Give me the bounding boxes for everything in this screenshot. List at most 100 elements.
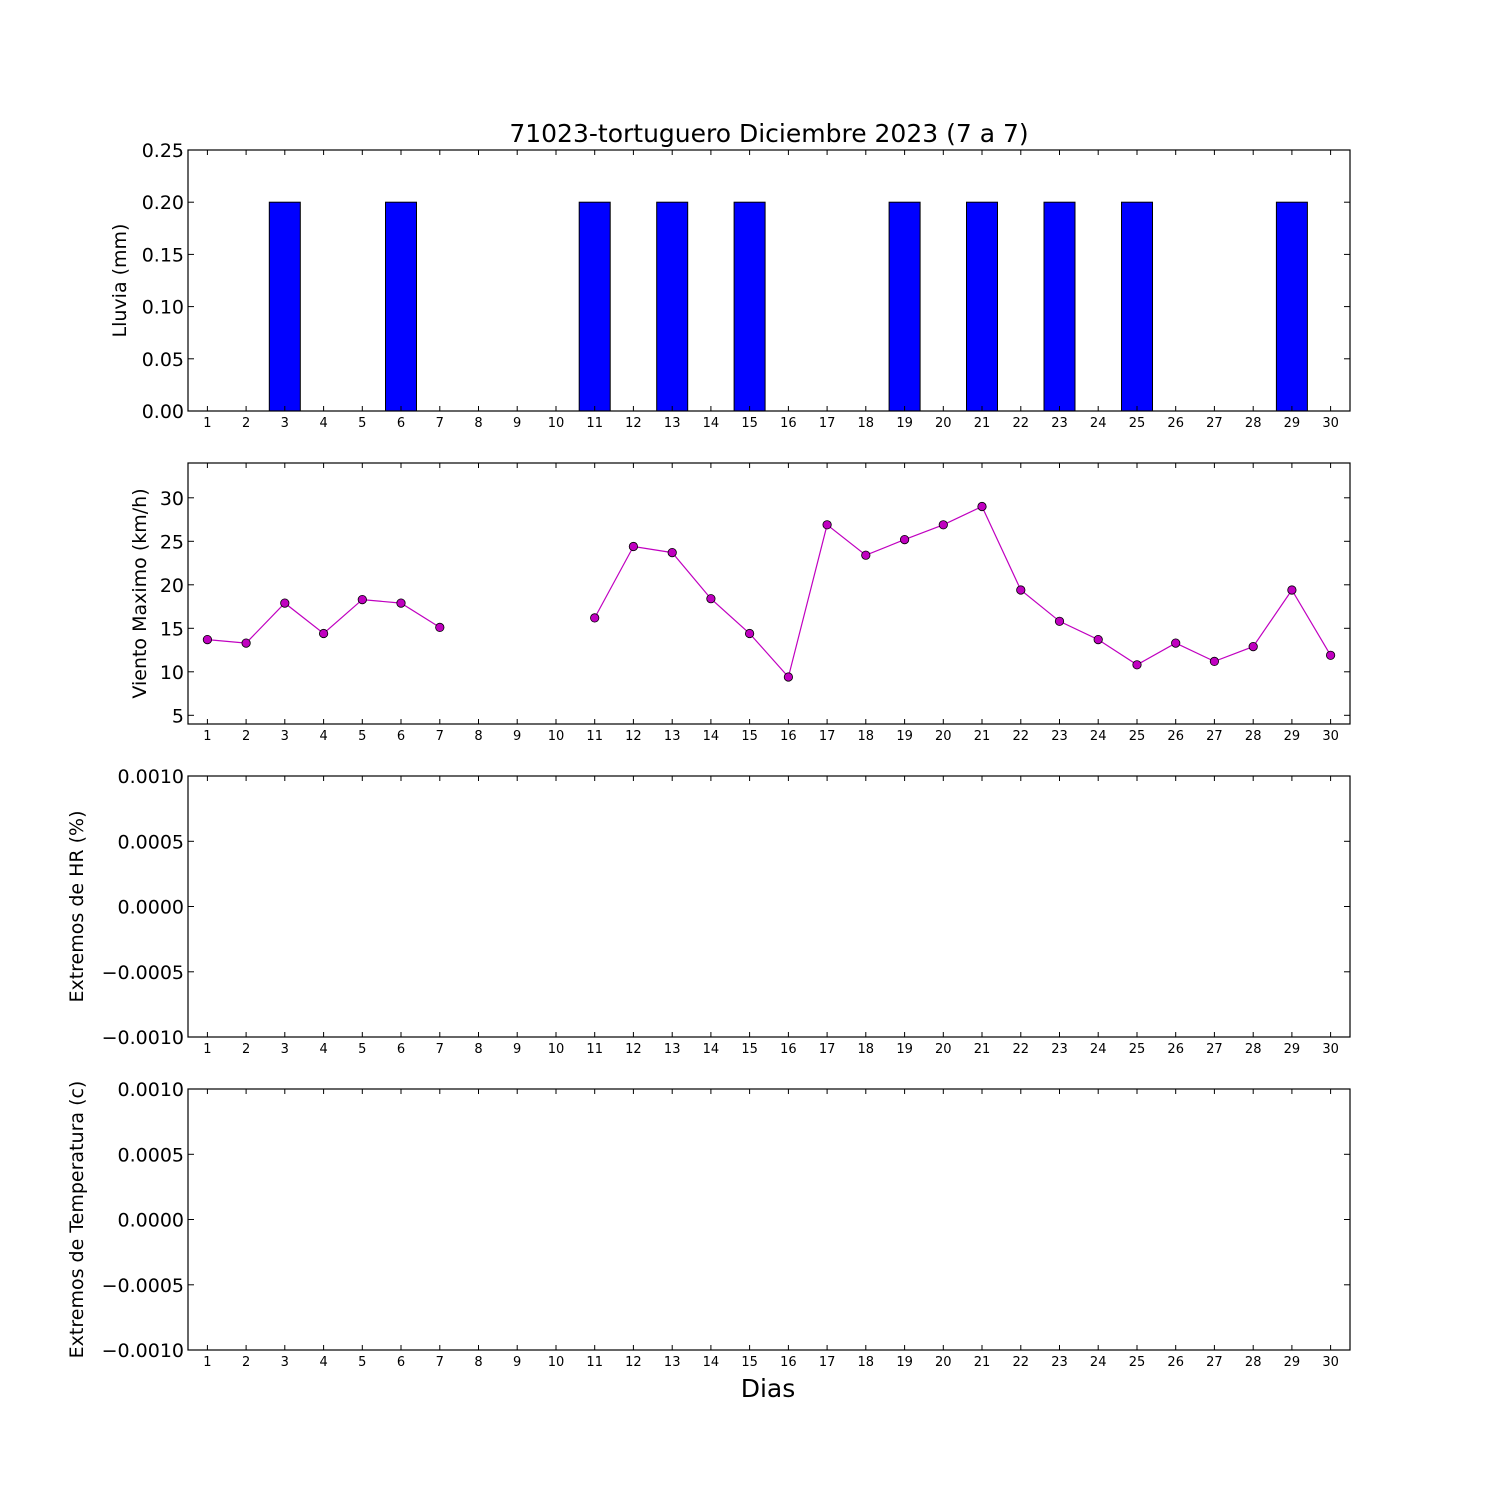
x-tick-label: 20 — [935, 1355, 952, 1370]
x-tick-label: 10 — [548, 1042, 565, 1057]
x-tick-label: 16 — [780, 416, 797, 431]
x-tick-label: 28 — [1245, 1355, 1262, 1370]
bar-day-11 — [578, 201, 611, 412]
x-tick-label: 14 — [703, 729, 720, 744]
plot-frame — [187, 462, 1351, 725]
y-tick-label: −0.0005 — [102, 962, 184, 984]
x-tick-label: 7 — [436, 729, 444, 744]
y-tick-label: 0.00 — [142, 401, 184, 423]
x-tick-label: 14 — [703, 1355, 720, 1370]
x-tick-label: 24 — [1090, 1042, 1107, 1057]
x-axis-label: Dias — [741, 1374, 796, 1403]
x-tick-label: 3 — [281, 1355, 289, 1370]
point-day-21 — [977, 501, 987, 512]
point-day-6 — [396, 598, 406, 608]
point-day-22 — [1016, 585, 1026, 595]
x-tick-label: 12 — [625, 729, 642, 744]
point-day-25 — [1132, 660, 1142, 670]
point-day-27 — [1209, 656, 1220, 667]
x-tick-label: 30 — [1322, 416, 1339, 431]
x-tick-label: 9 — [513, 416, 521, 431]
x-tick-label: 29 — [1284, 729, 1301, 744]
x-tick-label: 3 — [281, 1042, 289, 1057]
x-tick-label: 7 — [436, 1355, 444, 1370]
x-tick-label: 11 — [586, 729, 603, 744]
point-day-11 — [590, 613, 600, 623]
x-tick-label: 20 — [935, 1042, 952, 1057]
bar-day-6 — [385, 201, 417, 412]
x-tick-label: 22 — [1013, 1042, 1030, 1057]
panel-3: 1 2 3 4 5 6 7 8 9 10 11 12 13 14 15 16 17 18 19 20 21 22 23 24 2… — [66, 766, 1351, 1057]
x-tick-label: 26 — [1167, 416, 1184, 431]
y-tick-label: 0.0000 — [118, 897, 184, 919]
x-tick-label: 5 — [358, 1042, 366, 1057]
bar-day-23 — [1043, 201, 1076, 412]
x-tick-label: 18 — [858, 1355, 875, 1370]
x-tick-label: 18 — [858, 416, 875, 431]
x-tick-label: 25 — [1129, 416, 1146, 431]
y-tick-label: 0.0000 — [118, 1210, 184, 1232]
x-tick-label: 4 — [319, 729, 327, 744]
x-tick-label: 16 — [780, 1355, 797, 1370]
x-tick-label: 6 — [397, 1042, 405, 1057]
point-day-15 — [744, 628, 755, 639]
point-day-28 — [1248, 641, 1258, 652]
x-tick-label: 22 — [1013, 729, 1030, 744]
y-tick-label: 15 — [160, 618, 184, 640]
x-tick-label: 9 — [513, 729, 521, 744]
x-tick-label: 8 — [474, 1042, 482, 1057]
y-tick-label: 0.0010 — [118, 1079, 184, 1101]
x-tick-label: 1 — [203, 1042, 211, 1057]
x-tick-label: 9 — [513, 1042, 521, 1057]
x-tick-label: 10 — [548, 1355, 565, 1370]
x-tick-label: 16 — [780, 729, 797, 744]
x-tick-label: 11 — [586, 1042, 603, 1057]
x-tick-label: 8 — [474, 1355, 482, 1370]
x-tick-label: 6 — [397, 1355, 405, 1370]
x-tick-label: 4 — [319, 1042, 327, 1057]
x-tick-label: 27 — [1206, 729, 1223, 744]
x-tick-label: 9 — [513, 1355, 521, 1370]
x-tick-label: 27 — [1206, 416, 1223, 431]
y-tick-label: 0.0010 — [118, 766, 184, 788]
x-tick-label: 1 — [203, 729, 211, 744]
point-day-20 — [938, 520, 948, 530]
y-tick-label: −0.0010 — [102, 1340, 184, 1362]
x-tick-label: 26 — [1167, 1042, 1184, 1057]
x-tick-label: 11 — [586, 1355, 603, 1370]
y-tick-label: 0.10 — [142, 297, 184, 319]
point-day-17 — [822, 520, 832, 530]
point-day-24 — [1093, 634, 1103, 645]
x-tick-label: 3 — [281, 416, 289, 431]
y-tick-label: −0.0005 — [102, 1275, 184, 1297]
x-tick-label: 24 — [1090, 1355, 1107, 1370]
x-tick-label: 14 — [703, 416, 720, 431]
y-axis-label: Extremos de HR (%) — [66, 810, 88, 1002]
x-tick-label: 2 — [242, 1355, 250, 1370]
x-tick-label: 22 — [1013, 1355, 1030, 1370]
point-day-4 — [318, 628, 329, 639]
chart-title: 71023-tortuguero Diciembre 2023 (7 a 7) — [509, 119, 1028, 148]
y-tick-label: 0.0005 — [118, 831, 184, 853]
x-tick-label: 28 — [1245, 729, 1262, 744]
panel-1: 1 2 3 4 5 6 7 8 9 10 11 12 13 14 15 16 17 18 19 20 21 22 23 24 2… — [109, 140, 1351, 431]
x-tick-label: 18 — [858, 729, 875, 744]
x-tick-label: 19 — [896, 729, 913, 744]
x-tick-label: 17 — [819, 1042, 836, 1057]
bar-day-19 — [888, 201, 921, 412]
point-day-2 — [241, 638, 251, 648]
point-day-1 — [202, 634, 212, 645]
x-tick-label: 11 — [586, 416, 603, 431]
x-tick-label: 7 — [436, 416, 444, 431]
x-tick-label: 19 — [896, 1042, 913, 1057]
x-tick-label: 18 — [858, 1042, 875, 1057]
x-tick-label: 2 — [242, 416, 250, 431]
panel-2: 1 2 3 4 5 6 7 8 9 10 11 12 13 14 15 16 17 18 19 20 21 22 23 24 2… — [129, 462, 1351, 744]
y-tick-label: 0.0005 — [118, 1144, 184, 1166]
x-tick-label: 15 — [741, 416, 758, 431]
x-tick-label: 2 — [242, 1042, 250, 1057]
point-day-5 — [357, 594, 367, 605]
x-tick-label: 20 — [935, 729, 952, 744]
bar-day-13 — [656, 201, 689, 412]
